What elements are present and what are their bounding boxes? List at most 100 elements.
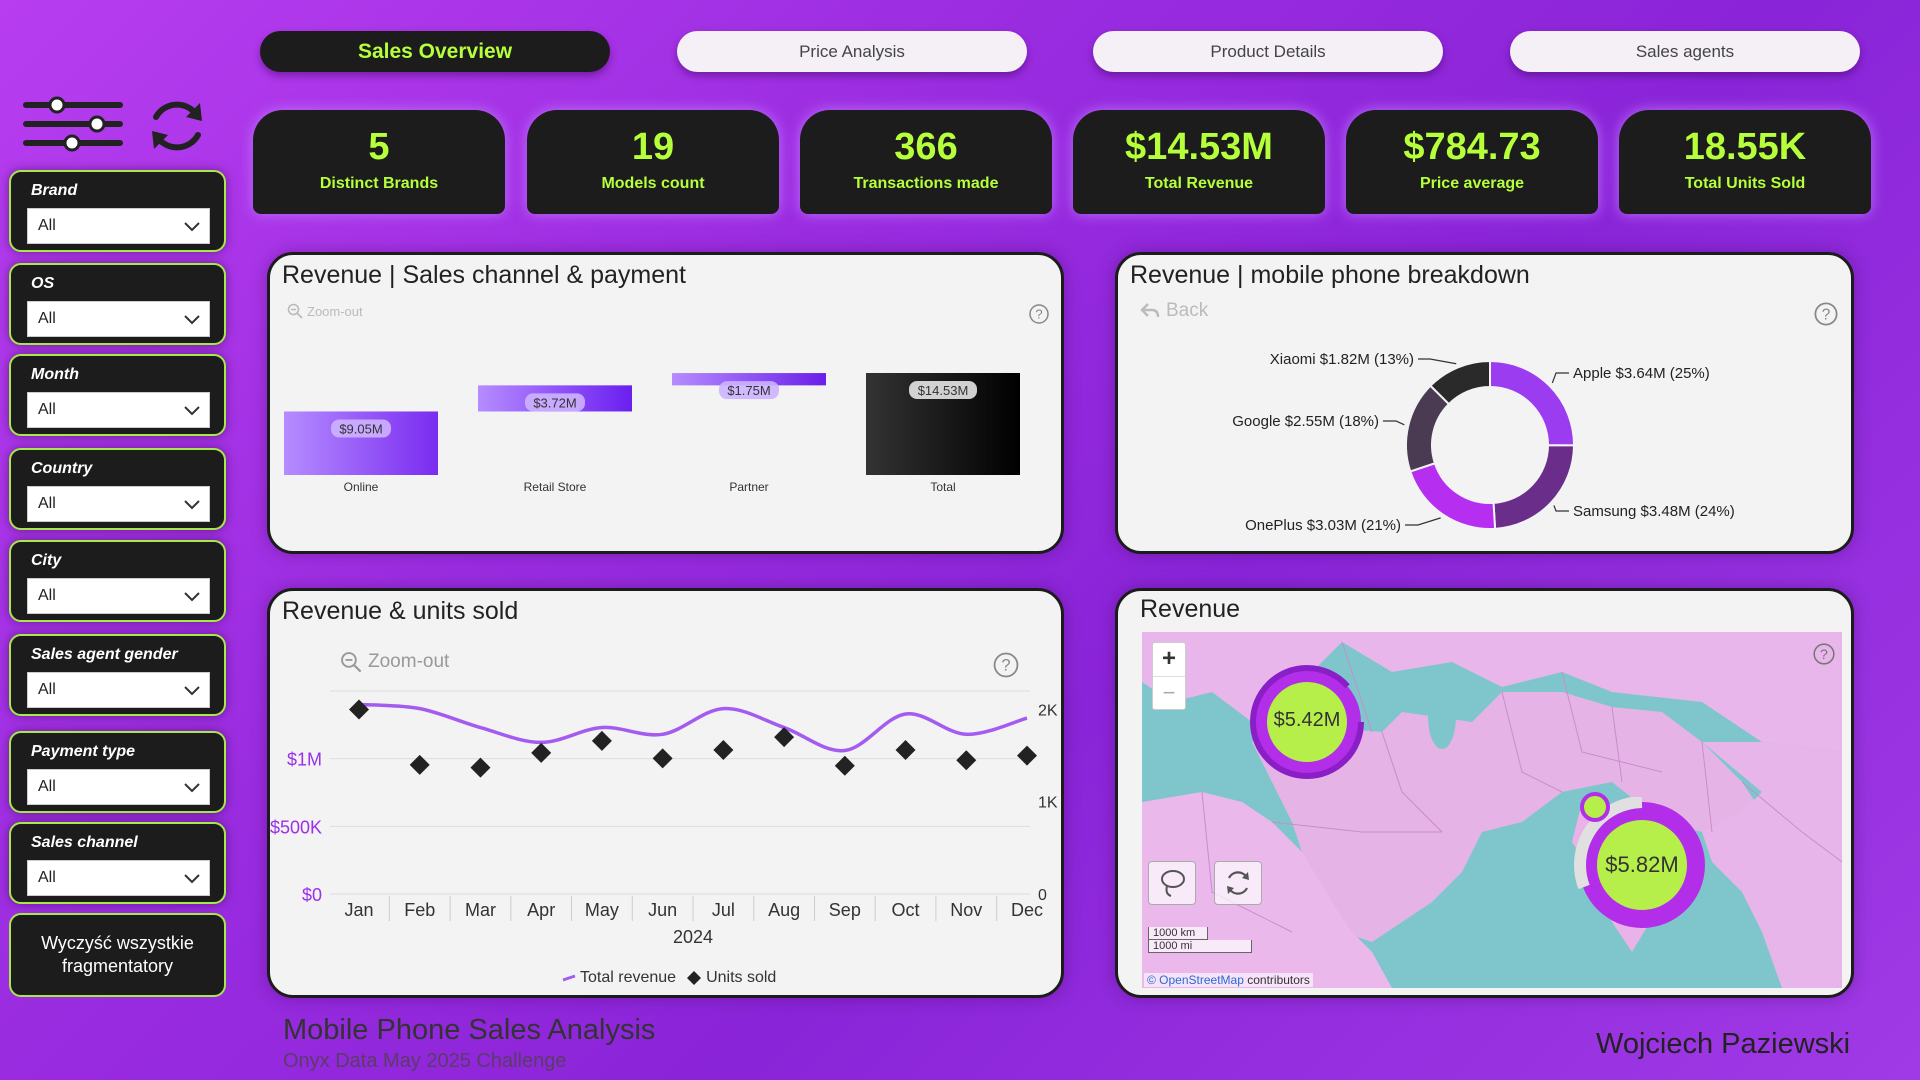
x-tick-label: May — [585, 900, 619, 920]
slice-label: Google $2.55M (18%) — [1232, 413, 1379, 430]
legend-line-marker — [562, 974, 576, 982]
data-label: $14.53M — [918, 383, 969, 398]
panel-title: Revenue — [1140, 595, 1241, 623]
help-icon[interactable]: ? — [992, 651, 1020, 679]
map-bubble-right-label: $5.82M — [1605, 852, 1679, 877]
map-bubble-small[interactable] — [1580, 792, 1610, 822]
category-label: Online — [344, 480, 379, 494]
x-tick-label: Aug — [768, 900, 800, 920]
tab-sales-overview[interactable]: Sales Overview — [260, 31, 610, 72]
dropdown-value: All — [38, 495, 56, 512]
back-label: Back — [1166, 300, 1209, 321]
payment-type-dropdown[interactable]: All — [27, 769, 210, 805]
map-reset-icon — [1227, 871, 1249, 895]
refresh-icon[interactable] — [146, 95, 208, 157]
zoom-out-button[interactable]: Zoom-out — [340, 651, 449, 673]
units-marker[interactable] — [774, 727, 795, 748]
help-icon[interactable]: ? — [1028, 303, 1050, 325]
country-dropdown[interactable]: All — [27, 486, 210, 522]
kpi-label: Transactions made — [853, 175, 999, 192]
map-bubble-right[interactable] — [1574, 797, 1710, 933]
line-chart: $0 $500K $1M 0 1K 2K Jan Feb Mar Apr May Jun Jul Aug S… — [270, 690, 1058, 947]
clear-all-slicers-button[interactable]: Wyczyść wszystkie fragmentatory — [9, 913, 226, 997]
slicer-sales-agent-gender: Sales agent gender All — [9, 634, 226, 716]
units-marker[interactable] — [470, 757, 491, 778]
donut-slice[interactable] — [1409, 461, 1497, 530]
donut-slice[interactable] — [1429, 359, 1491, 406]
zoom-out-label: Zoom-out — [307, 303, 363, 319]
chevron-down-icon — [184, 592, 200, 602]
leader-line — [1383, 420, 1405, 426]
slicer-payment-type: Payment type All — [9, 731, 226, 813]
map-attribution: © OpenStreetMap contributors — [1144, 973, 1313, 987]
os-dropdown[interactable]: All — [27, 301, 210, 337]
waterfall-bar[interactable] — [672, 373, 826, 386]
help-icon[interactable]: ? — [1812, 642, 1836, 666]
slicer-city: City All — [9, 540, 226, 622]
back-button[interactable]: Back — [1140, 300, 1208, 322]
kpi-value: $14.53M — [1125, 126, 1273, 168]
sales-channel-dropdown[interactable]: All — [27, 860, 210, 896]
zoom-out-icon — [287, 303, 303, 319]
kpi-distinct-brands: 5 Distinct Brands — [253, 110, 505, 214]
y-tick-left: $500K — [270, 817, 322, 837]
revenue-line[interactable] — [358, 702, 1028, 753]
filter-sliders-icon[interactable] — [22, 96, 126, 152]
category-label: Total — [930, 480, 955, 494]
y-tick-right: 0 — [1038, 887, 1047, 904]
tab-sales-agents[interactable]: Sales agents — [1510, 31, 1860, 72]
units-marker[interactable] — [531, 742, 552, 763]
map-bubble-left[interactable] — [1248, 663, 1366, 781]
city-dropdown[interactable]: All — [27, 578, 210, 614]
units-marker[interactable] — [713, 740, 734, 761]
data-label-bg — [719, 381, 779, 400]
kpi-value: 366 — [894, 126, 958, 168]
map-reset-button[interactable] — [1214, 861, 1262, 905]
map-zoom-out-button[interactable]: − — [1162, 680, 1176, 705]
zoom-out-label: Zoom-out — [368, 651, 450, 672]
leader-line — [1551, 372, 1569, 384]
zoom-out-button[interactable]: Zoom-out — [287, 303, 363, 319]
units-marker[interactable] — [956, 750, 977, 771]
units-marker[interactable] — [409, 754, 430, 775]
x-axis-year: 2024 — [673, 927, 713, 947]
donut-slice[interactable] — [1492, 444, 1576, 530]
x-tick-label: Jan — [344, 900, 373, 920]
kpi-label: Price average — [1419, 175, 1525, 192]
month-dropdown[interactable]: All — [27, 392, 210, 428]
leader-line — [1418, 358, 1457, 365]
data-label-bg — [525, 393, 585, 412]
slice-label: Apple $3.64M (25%) — [1573, 365, 1710, 382]
svg-text:?: ? — [1001, 656, 1010, 675]
map-zoom-in-button[interactable]: + — [1153, 643, 1185, 677]
tab-price-analysis[interactable]: Price Analysis — [677, 31, 1027, 72]
data-label: $3.72M — [533, 395, 576, 410]
sales-agent-gender-dropdown[interactable]: All — [27, 672, 210, 708]
dropdown-value: All — [38, 587, 56, 604]
brand-dropdown[interactable]: All — [27, 208, 210, 244]
units-marker[interactable] — [652, 748, 673, 769]
kpi-models-count: 19 Models count — [527, 110, 779, 214]
x-tick-label: Dec — [1011, 900, 1043, 920]
map-scale: 1000 km 1000 mi — [1148, 927, 1252, 953]
scale-mi: 1000 mi — [1148, 940, 1252, 953]
units-marker[interactable] — [591, 730, 612, 751]
units-marker[interactable] — [834, 755, 855, 776]
y-tick-right: 1K — [1038, 795, 1058, 812]
zoom-out-icon — [341, 652, 362, 673]
map-lasso-button[interactable] — [1148, 861, 1196, 905]
donut-slice[interactable] — [1489, 359, 1575, 447]
waterfall-chart: $9.05M Online $3.72M Retail Store $1.75M Part… — [284, 373, 1020, 494]
osm-link[interactable]: © OpenStreetMap — [1147, 973, 1244, 987]
units-marker[interactable] — [895, 740, 916, 761]
waterfall-panel: Revenue | Sales channel & payment Zoom-o… — [267, 252, 1064, 554]
legend-diamond-marker — [687, 971, 702, 985]
x-tick-label: Jul — [712, 900, 735, 920]
units-marker[interactable] — [349, 699, 369, 720]
slicer-label: Month — [31, 366, 79, 383]
help-icon[interactable]: ? — [1813, 301, 1839, 327]
units-marker[interactable] — [1017, 745, 1037, 766]
legend-revenue-label: Total revenue — [580, 969, 677, 986]
kpi-value: $784.73 — [1403, 126, 1541, 168]
tab-product-details[interactable]: Product Details — [1093, 31, 1443, 72]
